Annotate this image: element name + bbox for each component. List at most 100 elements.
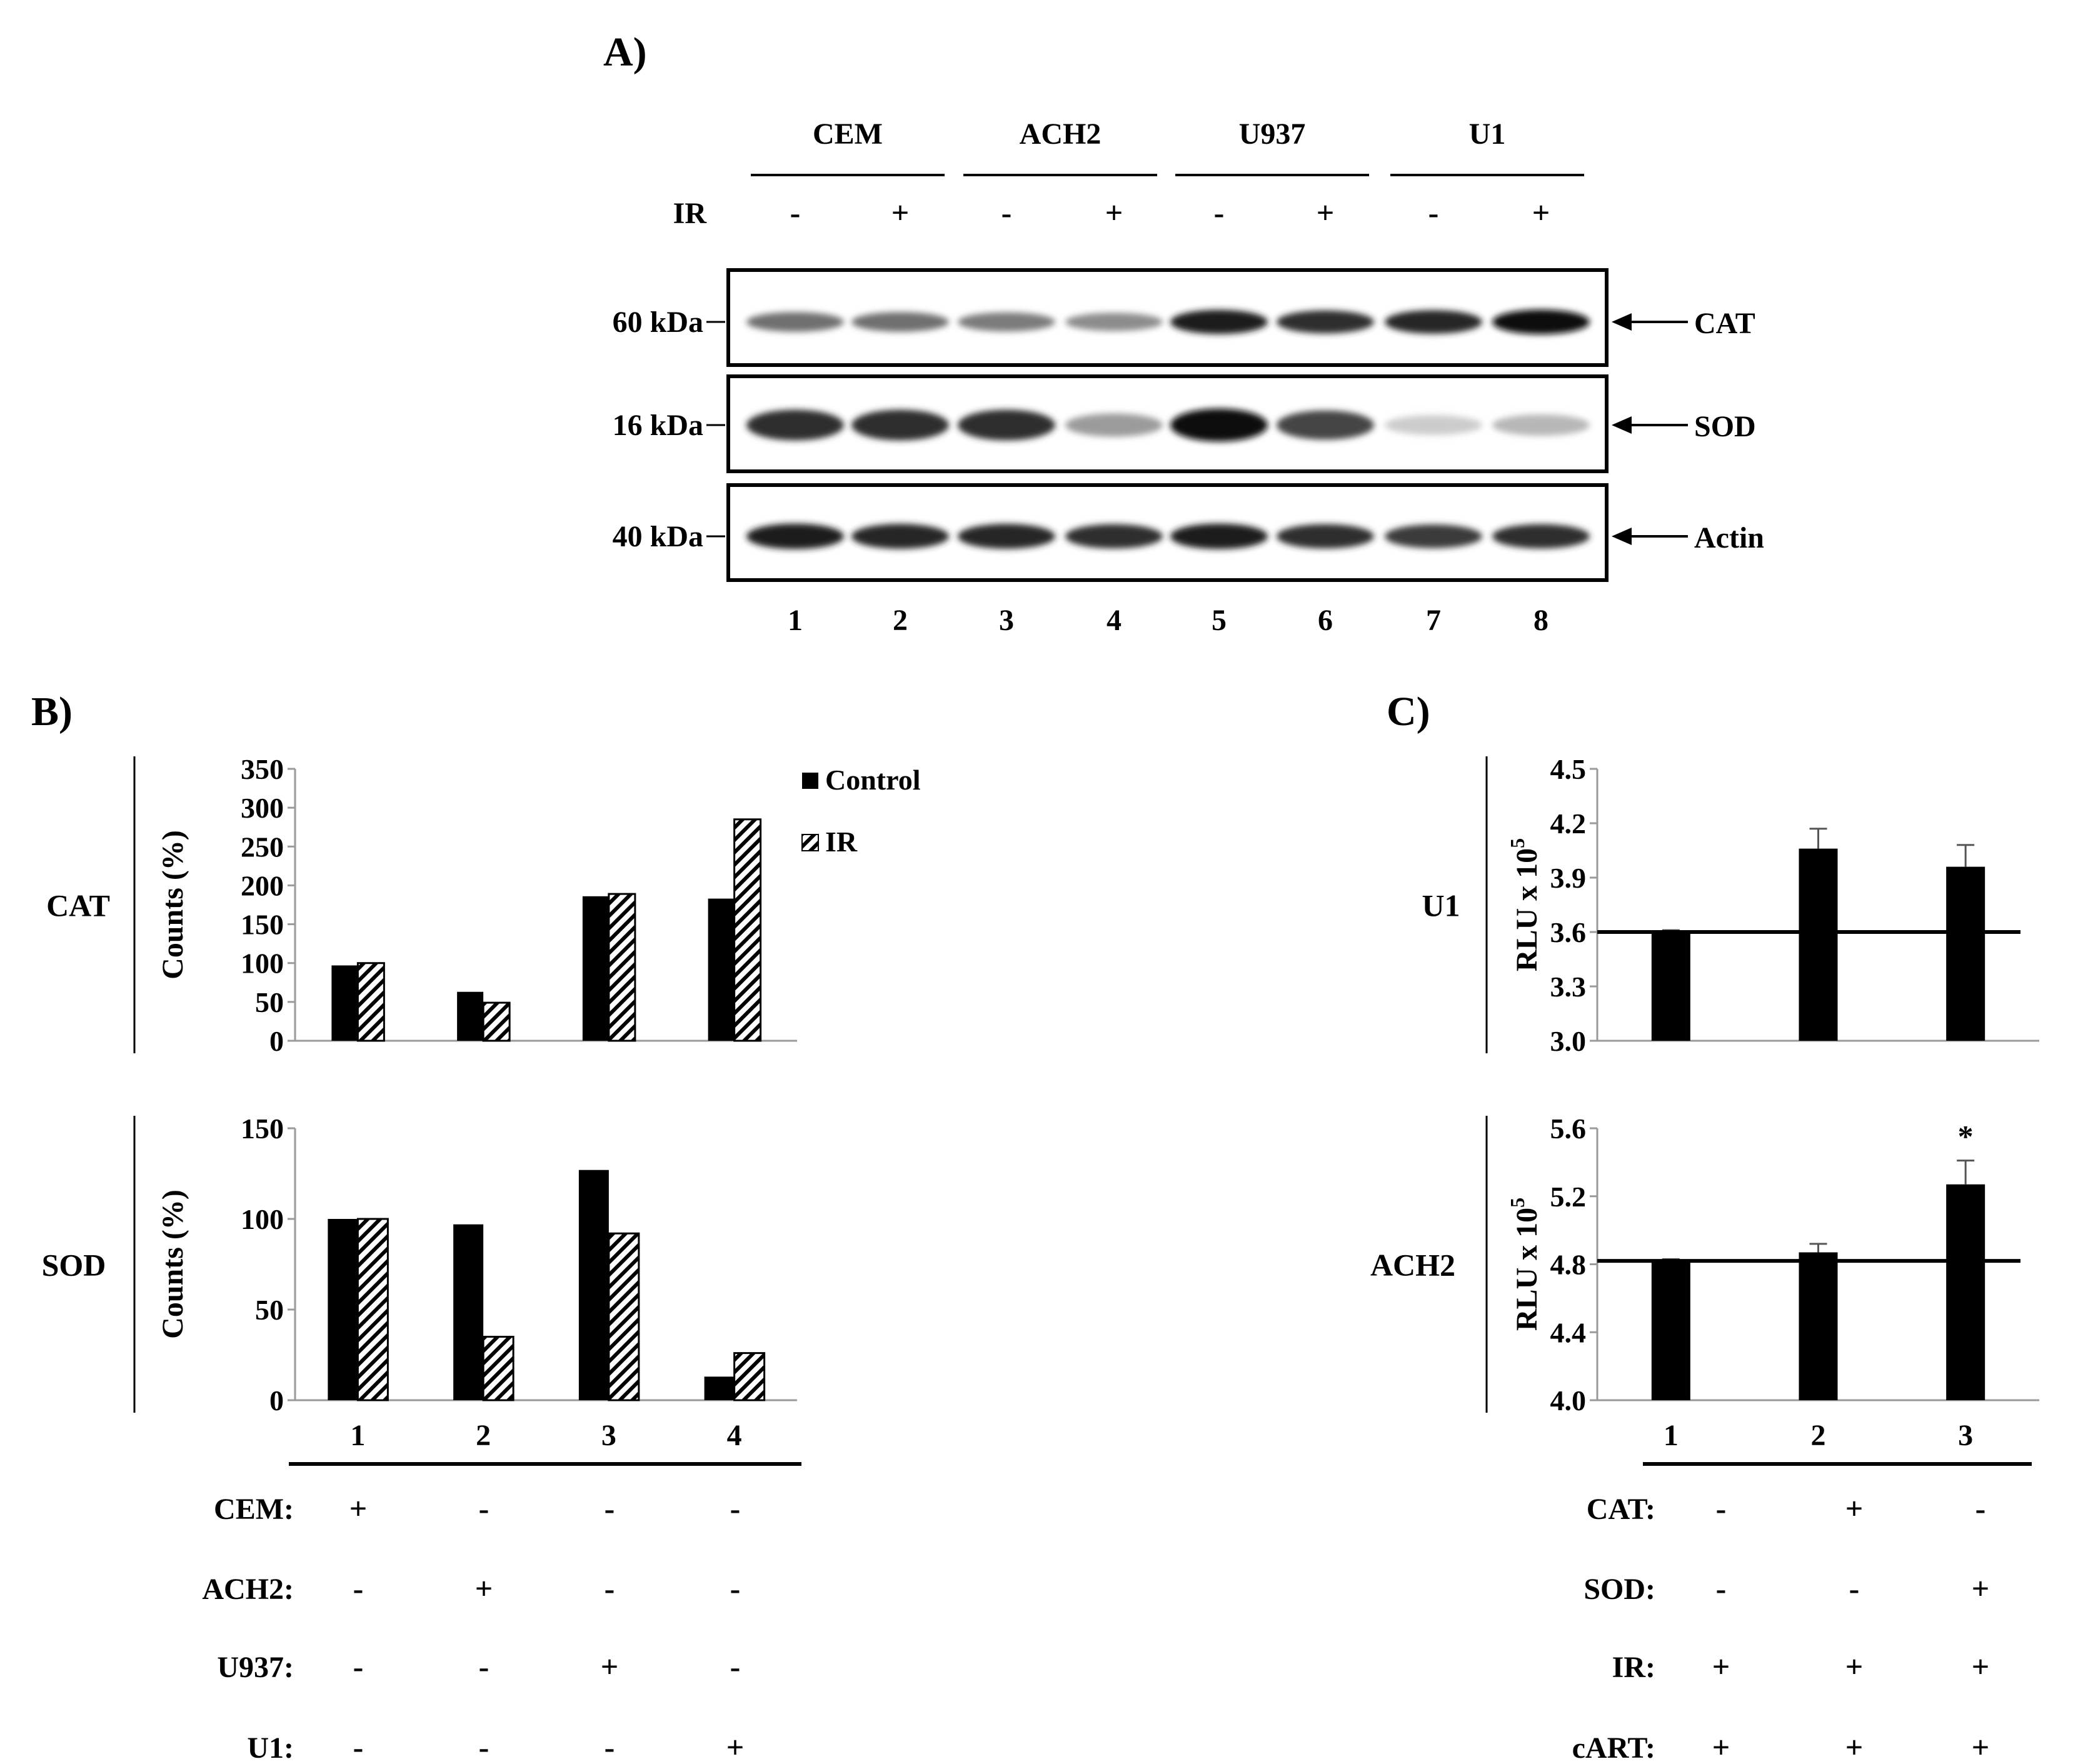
bar (1946, 1184, 1985, 1400)
condition-label: IR: (1612, 1651, 1655, 1684)
marker-label: 16 kDa (613, 409, 703, 442)
bar-ir (733, 818, 762, 1042)
arrow-head-icon (1612, 416, 1632, 434)
band (1385, 415, 1482, 435)
condition-sign: + (1972, 1649, 1990, 1684)
y-tick-label: 5.6 (1550, 1113, 1587, 1145)
x-tick-label: 1 (350, 1419, 365, 1452)
band (1385, 524, 1482, 548)
lane-groups: CEM ACH2 U937 U1 (751, 118, 1584, 176)
x-tick-label: 1 (1664, 1419, 1679, 1452)
x-tick-label: 2 (476, 1419, 491, 1452)
band (1170, 408, 1268, 442)
band (746, 409, 844, 441)
blot-actin: 40 kDa Actin (613, 483, 1764, 582)
condition-sign: + (1845, 1491, 1864, 1526)
error-bar (1957, 844, 1975, 867)
bar-ir (608, 893, 636, 1042)
bar-control (582, 896, 609, 1041)
band (1065, 524, 1163, 549)
y-tick-label: 150 (241, 1113, 284, 1145)
band (746, 523, 844, 549)
y-tick-label: 0 (269, 1025, 284, 1057)
band (1065, 413, 1163, 437)
ir-label: IR (673, 197, 708, 230)
y-tick-label: 3.6 (1550, 916, 1587, 948)
chart-u1: U1 RLU x 105 3.0 3.3 3.6 3.9 4.2 4.5 (1422, 753, 2039, 1057)
blot-sod: 16 kDa SOD (613, 374, 1756, 473)
panel-a-label: A) (603, 29, 647, 75)
y-axis-label-superscript: 5 (1506, 1198, 1528, 1208)
ir-sign: + (1105, 195, 1123, 230)
ir-sign: + (891, 195, 910, 230)
marker-label: 40 kDa (613, 520, 703, 553)
condition-label: cART: (1572, 1731, 1655, 1764)
error-bar (1809, 828, 1827, 849)
condition-sign: + (1845, 1730, 1864, 1764)
bar (1651, 932, 1690, 1041)
condition-sign: + (1712, 1649, 1730, 1684)
y-axis-label: Counts (%) (156, 830, 189, 980)
y-tick-label: 200 (241, 869, 284, 901)
band (1277, 524, 1374, 549)
condition-sign: - (353, 1571, 364, 1606)
condition-label: CAT: (1587, 1493, 1655, 1526)
y-axis-label: Counts (%) (156, 1190, 189, 1339)
y-axis-label-text: Counts (%) (156, 830, 189, 980)
y-tick-label: 3.3 (1550, 971, 1587, 1003)
row-label: ACH2 (1370, 1248, 1455, 1283)
bar-ir (608, 1232, 640, 1401)
condition-table: CAT: - + - SOD: - - + IR: + + + cART: + + + (1572, 1491, 1990, 1764)
ir-sign: - (1428, 195, 1439, 230)
protein-label: Actin (1694, 521, 1764, 554)
significance-annotation: * (1958, 1119, 1974, 1154)
arrow-head-icon (1612, 313, 1632, 331)
bar (1651, 1261, 1690, 1400)
bar-ir (733, 1352, 766, 1401)
condition-label: U1: (247, 1731, 294, 1764)
y-axis-label-text: Counts (%) (156, 1190, 189, 1339)
condition-sign: + (1972, 1571, 1990, 1606)
y-tick-label: 300 (241, 792, 284, 824)
bar-control (704, 1376, 735, 1400)
condition-sign: - (479, 1730, 489, 1764)
y-tick-label: 4.8 (1550, 1249, 1587, 1281)
condition-label: ACH2: (202, 1573, 294, 1606)
condition-label: U937: (217, 1651, 294, 1684)
band (851, 524, 949, 549)
condition-sign: + (726, 1730, 745, 1764)
condition-table: CEM: + - - - ACH2: - + - - U937: - - + - U1: - - - + (202, 1491, 744, 1764)
ir-sign: - (790, 195, 801, 230)
blot-cat: 60 kDa CAT (613, 268, 1755, 367)
ir-sign: + (1532, 195, 1550, 230)
lane-number: 4 (1107, 604, 1122, 637)
band (1492, 414, 1590, 436)
y-axis-label-text: RLU x 10 (1510, 848, 1543, 971)
band (1385, 310, 1482, 334)
bar-control (708, 898, 735, 1041)
y-tick-label: 0 (269, 1385, 284, 1416)
y-tick-label: 50 (255, 986, 284, 1018)
band (958, 524, 1055, 549)
group-label: ACH2 (1020, 118, 1102, 151)
bar (1946, 866, 1985, 1041)
row-label: U1 (1422, 888, 1460, 923)
x-tick-label: 4 (727, 1419, 742, 1452)
marker-label: 60 kDa (613, 306, 703, 339)
legend: Control IR (801, 764, 921, 858)
legend-label-ir: IR (825, 826, 858, 858)
ir-sign: - (1001, 195, 1012, 230)
group-label: U1 (1469, 118, 1506, 151)
y-axis-label-superscript: 5 (1506, 838, 1528, 848)
condition-sign: - (1716, 1571, 1727, 1606)
y-tick-label: 4.2 (1550, 808, 1587, 839)
ir-sign: + (1317, 195, 1335, 230)
condition-sign: + (1712, 1730, 1730, 1764)
bar-ir (482, 1336, 514, 1401)
protein-label: CAT (1694, 307, 1755, 340)
y-tick-label: 50 (255, 1294, 284, 1326)
lane-number: 2 (893, 604, 908, 637)
y-tick-label: 4.4 (1550, 1316, 1587, 1348)
lane-numbers: 1 2 3 4 5 6 7 8 (788, 604, 1548, 637)
band (851, 409, 949, 441)
